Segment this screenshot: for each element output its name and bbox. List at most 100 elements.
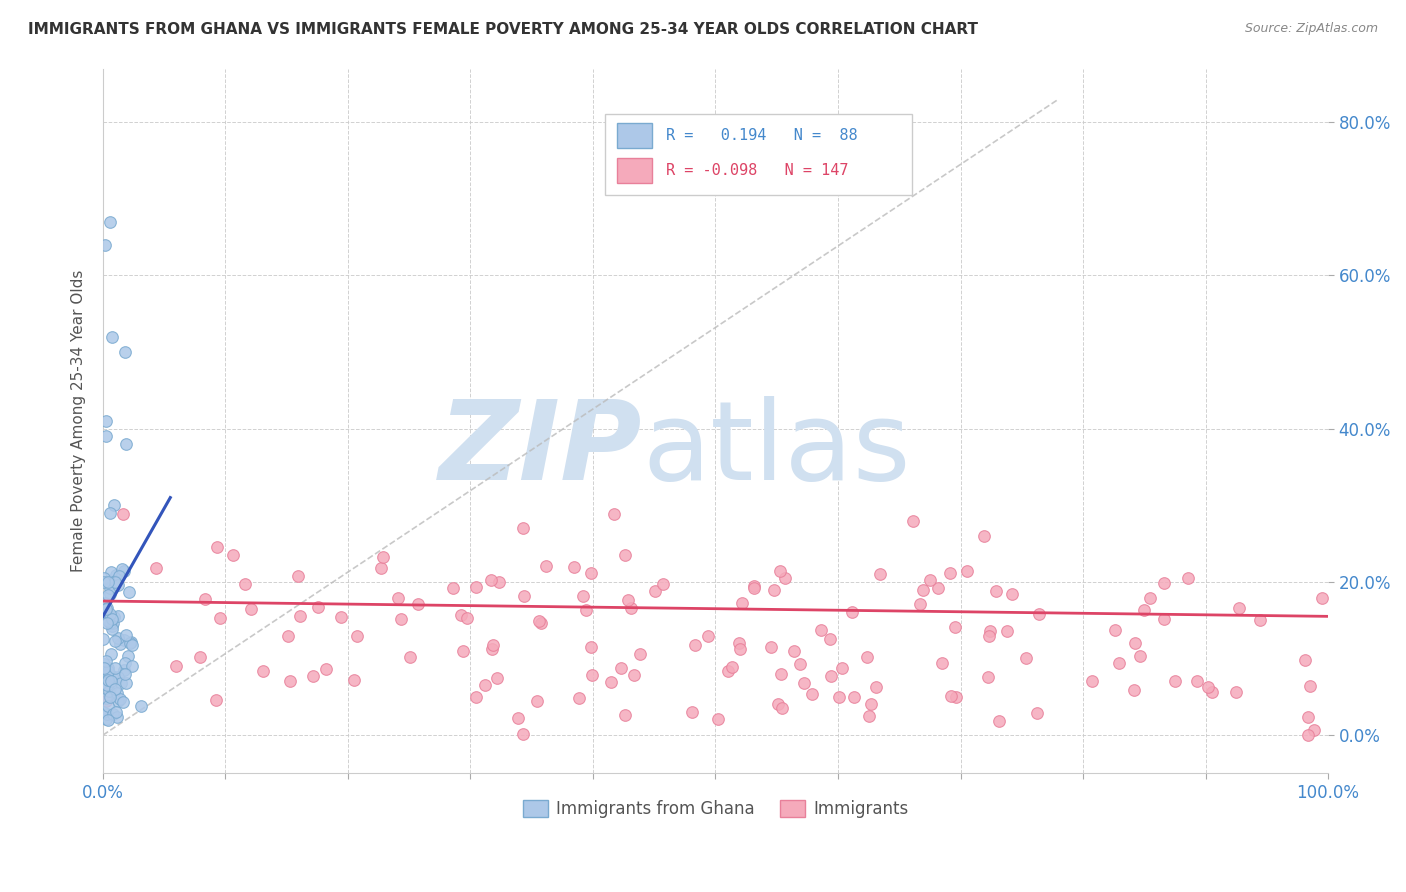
Point (96, 678, 118, 692)
Point (114, 628, 136, 642)
Point (91, 705, 114, 719)
Point (526, 693, 548, 707)
Point (105, 705, 128, 719)
Text: atlas: atlas (643, 396, 911, 503)
Point (315, 662, 337, 676)
Point (103, 615, 125, 630)
Point (858, 709, 880, 723)
Point (104, 660, 127, 674)
Point (581, 668, 603, 682)
Point (97, 673, 120, 688)
Point (842, 690, 865, 704)
Point (1028, 607, 1050, 621)
Point (706, 712, 728, 726)
Point (979, 624, 1001, 638)
FancyBboxPatch shape (605, 114, 911, 195)
Point (568, 690, 591, 705)
Point (512, 589, 534, 603)
Point (911, 583, 934, 598)
Point (1015, 651, 1038, 665)
Point (1139, 591, 1161, 606)
Point (100, 674, 122, 689)
Point (107, 609, 129, 624)
Point (464, 580, 486, 594)
Point (506, 711, 529, 725)
Point (120, 636, 142, 650)
Point (94, 675, 117, 690)
Point (94, 601, 117, 615)
Point (530, 615, 553, 630)
Point (408, 597, 430, 611)
Point (769, 564, 792, 578)
Point (984, 583, 1007, 598)
Point (534, 559, 557, 574)
Y-axis label: Female Poverty Among 25-34 Year Olds: Female Poverty Among 25-34 Year Olds (72, 269, 86, 572)
Point (207, 540, 229, 554)
Point (979, 629, 1001, 643)
Point (112, 663, 135, 677)
Point (98, 581, 121, 595)
Point (610, 661, 633, 675)
Point (860, 698, 883, 712)
Point (97, 575, 120, 590)
Point (96, 661, 118, 675)
Point (100, 566, 122, 580)
Point (277, 629, 299, 643)
Point (456, 611, 478, 625)
Point (111, 695, 134, 709)
Point (98, 690, 121, 704)
Point (1249, 613, 1271, 627)
Point (939, 689, 962, 703)
Point (616, 593, 638, 607)
Point (120, 634, 142, 648)
Point (620, 601, 643, 615)
Text: Source: ZipAtlas.com: Source: ZipAtlas.com (1244, 22, 1378, 36)
Point (628, 647, 651, 661)
Point (94, 237, 117, 252)
Point (973, 529, 995, 543)
Point (114, 666, 136, 681)
Point (512, 727, 534, 741)
Point (1302, 723, 1324, 737)
Point (856, 649, 879, 664)
Point (96, 707, 118, 722)
Point (1153, 612, 1175, 626)
Point (239, 602, 262, 616)
Point (927, 582, 949, 596)
Point (100, 669, 122, 683)
Point (1108, 656, 1130, 670)
Point (683, 638, 706, 652)
Point (96, 605, 118, 619)
Point (1132, 602, 1154, 616)
Point (831, 661, 853, 675)
Point (121, 659, 143, 673)
Point (820, 669, 842, 683)
Point (98, 506, 121, 520)
Bar (617, 123, 652, 148)
Point (731, 596, 754, 610)
Point (97, 664, 120, 678)
Point (1312, 591, 1334, 606)
Point (931, 656, 953, 670)
Point (94, 596, 117, 610)
Point (93, 676, 115, 690)
Point (793, 676, 815, 690)
Point (579, 640, 602, 654)
Point (342, 673, 364, 688)
Point (209, 611, 232, 625)
Point (828, 690, 851, 704)
Point (107, 694, 129, 708)
Point (773, 571, 796, 585)
Point (443, 582, 465, 596)
Point (720, 660, 742, 674)
Point (100, 648, 122, 662)
Point (908, 597, 931, 611)
Point (93, 574, 115, 589)
Point (93, 571, 115, 585)
Point (717, 664, 740, 678)
Point (105, 710, 128, 724)
Text: ZIP: ZIP (439, 396, 643, 503)
Point (98, 607, 121, 621)
Point (391, 612, 413, 626)
Point (818, 632, 841, 646)
